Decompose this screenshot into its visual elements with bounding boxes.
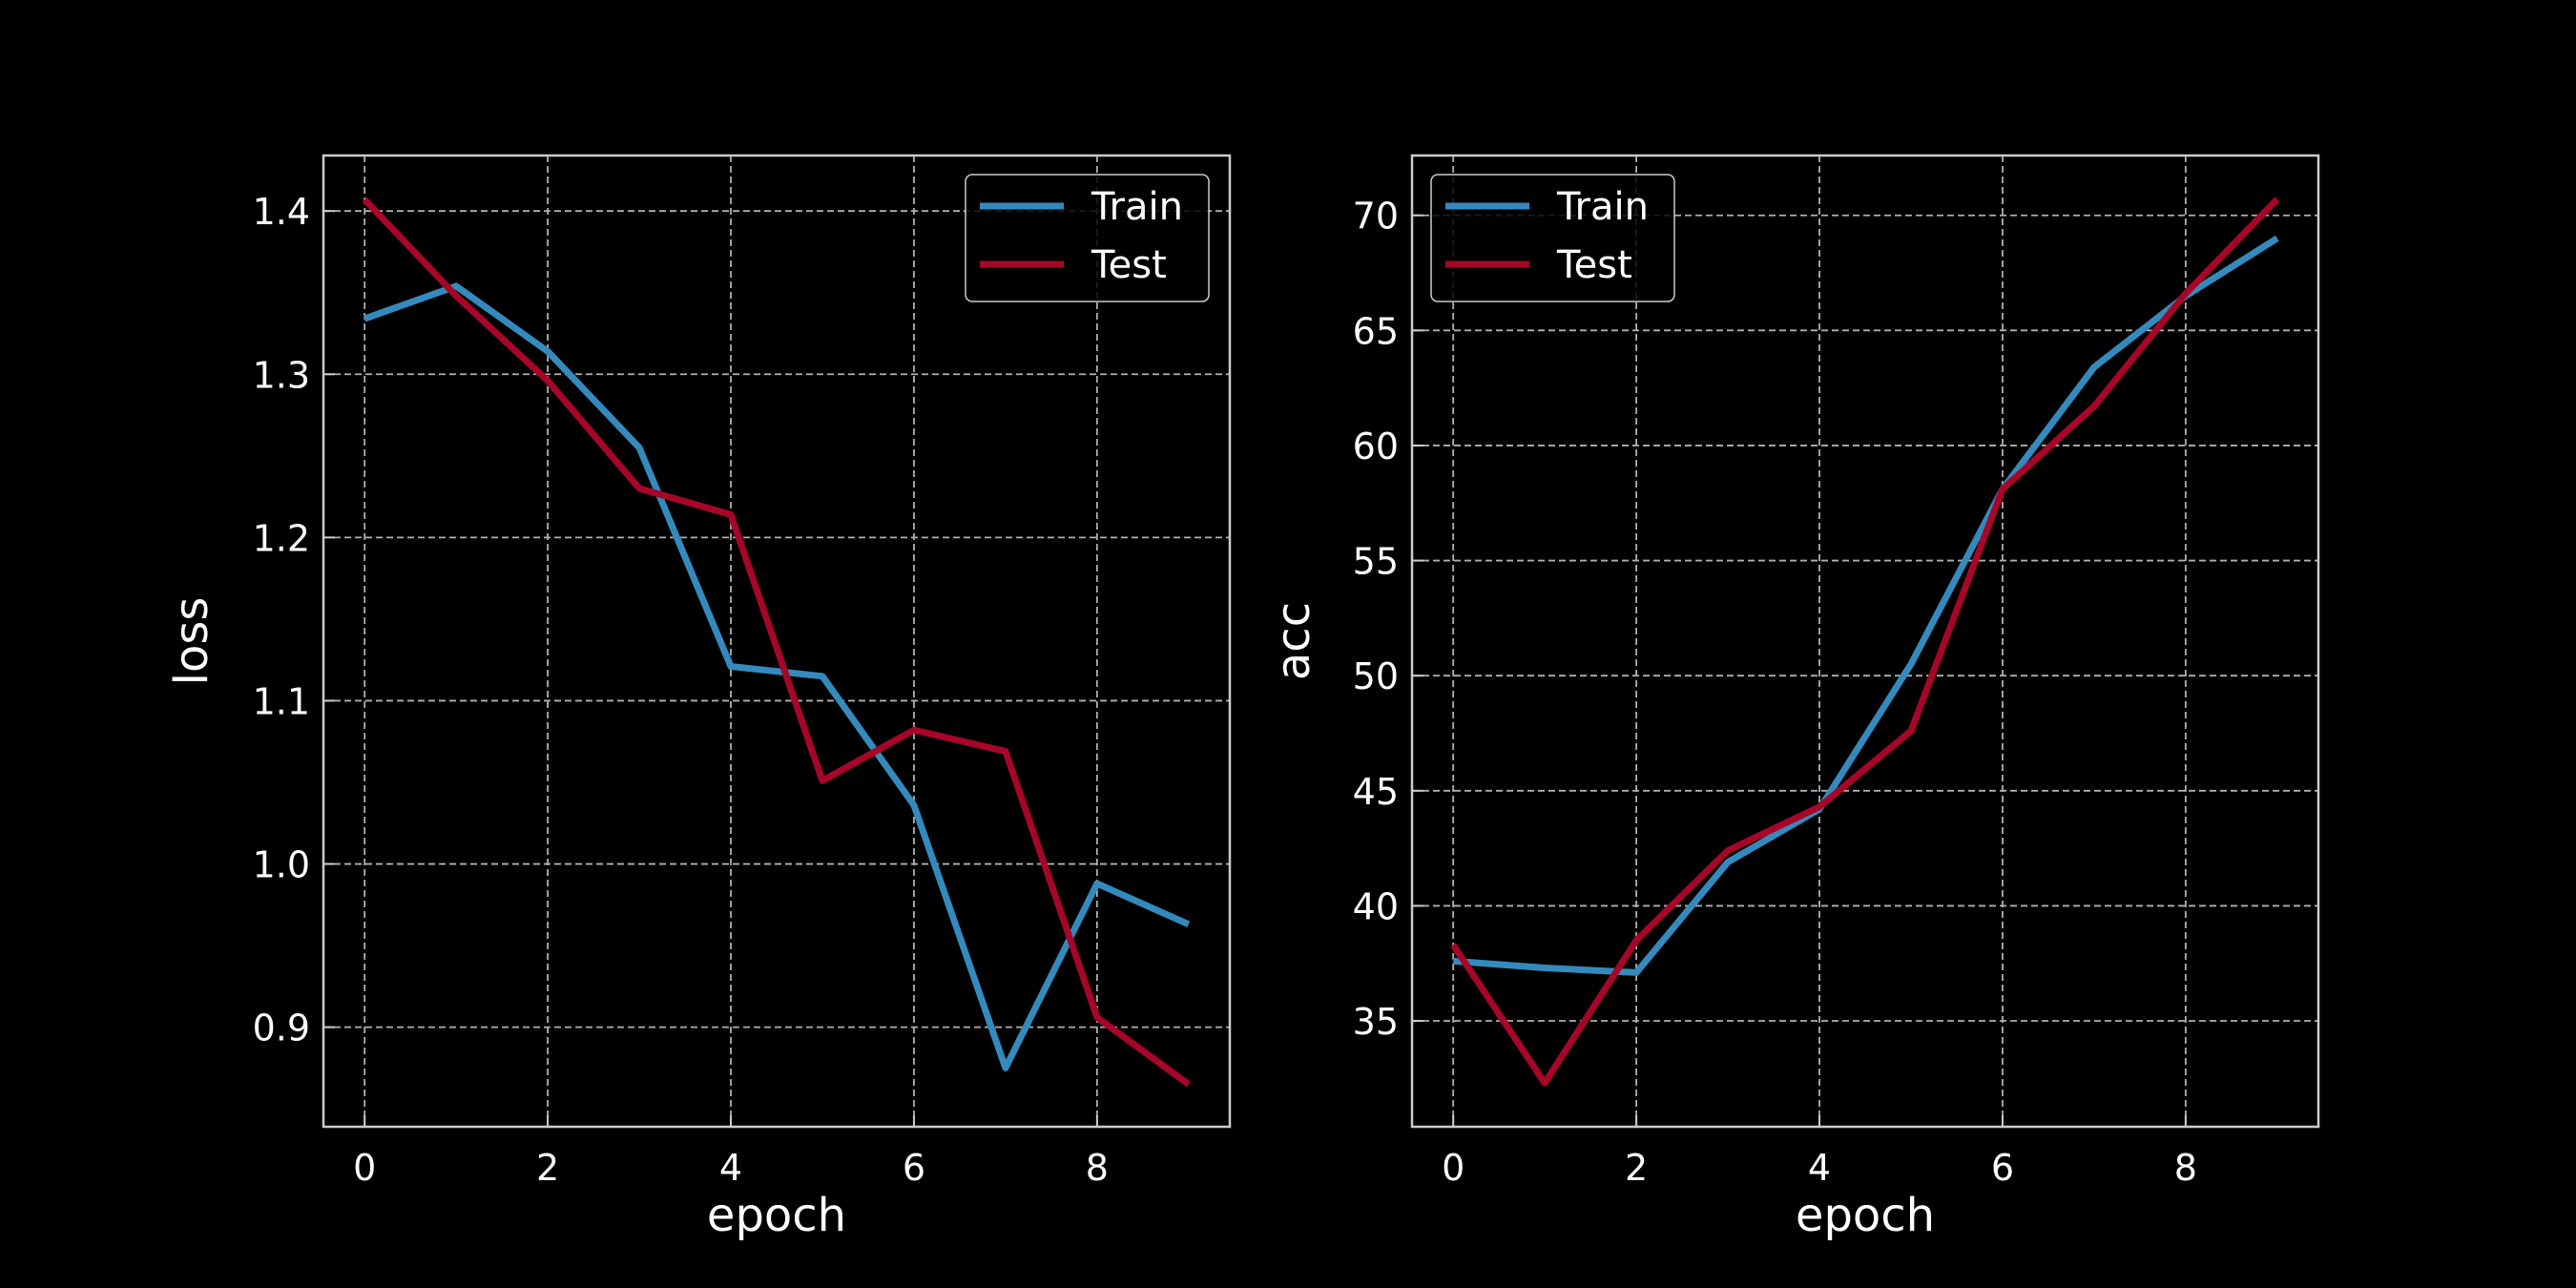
y-tick-label: 55 — [1353, 541, 1399, 583]
y-tick-label: 1.4 — [253, 191, 310, 233]
y-tick-label: 70 — [1353, 196, 1399, 238]
y-tick-label: 1.1 — [253, 680, 310, 722]
x-tick-label: 0 — [1442, 1147, 1465, 1189]
y-tick-label: 65 — [1353, 310, 1399, 352]
y-tick-label: 40 — [1353, 885, 1399, 927]
x-tick-label: 6 — [903, 1147, 925, 1189]
series-line-test — [362, 197, 1191, 1088]
x-tick-label: 4 — [1808, 1147, 1831, 1189]
series-line-train — [1452, 235, 2279, 976]
x-tick-label: 2 — [536, 1147, 559, 1189]
plots-container: 0 2 4 6 8 0.9 1.0 1.1 1.2 1.3 1.4 epoch loss Train Tes… — [165, 154, 2320, 1242]
axes-frame — [1410, 154, 2320, 1129]
x-tick-label: 4 — [719, 1147, 742, 1189]
axes-frame — [322, 154, 1232, 1129]
x-tick-label: 6 — [1991, 1147, 2014, 1189]
x-axis-title: epoch — [707, 1189, 846, 1242]
y-tick-label: 35 — [1353, 1001, 1399, 1043]
legend: Train Test — [1430, 174, 1675, 302]
x-axis-title: epoch — [1796, 1189, 1935, 1242]
legend-label-test: Test — [1556, 243, 1632, 287]
y-tick-label: 1.2 — [253, 517, 310, 559]
y-tick-label: 60 — [1353, 426, 1399, 467]
y-tick-label: 45 — [1353, 771, 1399, 813]
legend-label-test: Test — [1091, 243, 1167, 287]
x-tick-label: 2 — [1625, 1147, 1648, 1189]
chart-panel-loss: 0 2 4 6 8 0.9 1.0 1.1 1.2 1.3 1.4 epoch loss Train Tes… — [165, 154, 1232, 1242]
chart-panel-acc: 0 2 4 6 8 35 40 45 50 55 60 65 70 epoch acc Train Test — [1267, 154, 2320, 1242]
legend-label-train: Train — [1556, 185, 1649, 229]
x-tick-label: 8 — [2174, 1147, 2197, 1189]
y-tick-label: 1.0 — [253, 844, 310, 886]
y-axis-title: loss — [165, 597, 218, 686]
legend-label-train: Train — [1091, 185, 1183, 229]
series-line-train — [364, 282, 1191, 1071]
y-axis-title: acc — [1267, 602, 1320, 680]
series-line-test — [1450, 197, 2280, 1087]
y-tick-label: 0.9 — [253, 1008, 310, 1049]
x-tick-label: 8 — [1086, 1147, 1109, 1189]
legend: Train Test — [965, 174, 1210, 302]
x-tick-label: 0 — [353, 1147, 376, 1189]
y-tick-label: 1.3 — [253, 354, 310, 396]
y-tick-label: 50 — [1353, 655, 1399, 697]
